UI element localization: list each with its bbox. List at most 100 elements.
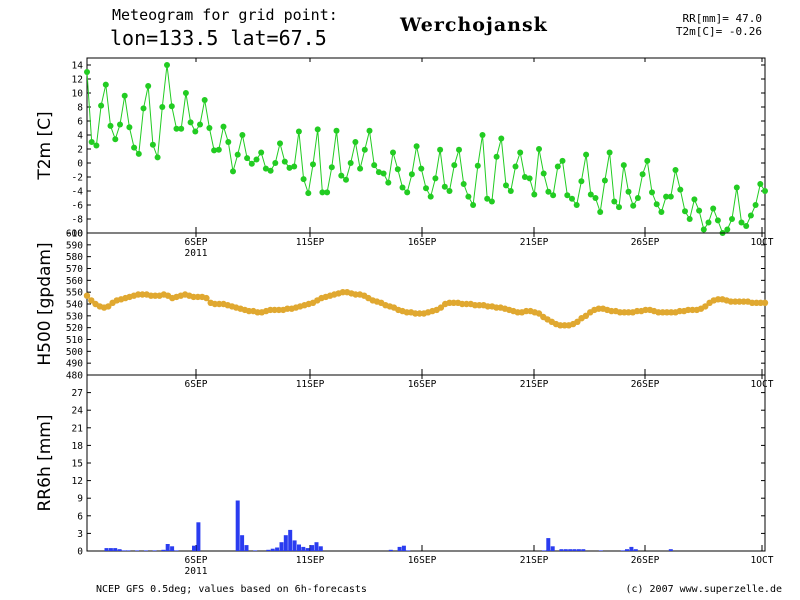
- data-point: [423, 185, 429, 192]
- y-tick-label: 560: [66, 276, 83, 287]
- data-point: [159, 104, 166, 110]
- precip-bar: [170, 546, 175, 551]
- data-point: [456, 146, 462, 153]
- data-point: [616, 204, 622, 211]
- data-point: [531, 191, 538, 198]
- rr-total-stat: RR[mm]= 47.0: [682, 12, 762, 25]
- precip-bar: [297, 544, 301, 551]
- y-tick-label: 12: [72, 75, 83, 86]
- data-point: [215, 146, 222, 153]
- y-tick-label: 510: [66, 335, 83, 346]
- data-point: [121, 92, 128, 99]
- y-tick-label: 580: [66, 252, 83, 263]
- x-tick-label: 26SEP: [631, 237, 660, 248]
- data-point: [691, 196, 698, 203]
- precip-bar: [235, 500, 240, 551]
- data-point: [135, 150, 142, 157]
- precip-bar: [108, 548, 113, 551]
- precip-bar: [113, 548, 118, 551]
- precip-bar: [397, 546, 402, 551]
- data-point: [446, 188, 453, 194]
- data-point: [239, 132, 246, 138]
- precip-bar: [165, 544, 170, 551]
- data-point: [493, 153, 500, 160]
- precip-bar: [388, 549, 393, 551]
- data-point: [333, 127, 340, 134]
- precip-bar: [563, 549, 568, 551]
- precip-bar: [275, 547, 280, 551]
- x-tick-label: 16SEP: [408, 237, 437, 248]
- data-point: [743, 223, 750, 229]
- data-point: [517, 149, 524, 156]
- precip-bar: [292, 540, 297, 551]
- precip-bar: [559, 549, 564, 551]
- data-point: [234, 151, 241, 158]
- x-year-label: 2011: [185, 566, 208, 577]
- precip-bar: [572, 549, 577, 551]
- copyright-note: (c) 2007 www.superzelle.de: [625, 584, 782, 595]
- precip-bar: [104, 548, 109, 551]
- data-point: [357, 165, 364, 172]
- data-point: [460, 181, 467, 187]
- data-point: [324, 189, 331, 196]
- data-point: [244, 155, 251, 162]
- data-point: [714, 217, 721, 224]
- data-point: [295, 128, 302, 135]
- data-point: [630, 202, 637, 209]
- y-tick-label: 3: [77, 529, 83, 540]
- y-tick-label: 18: [72, 441, 84, 452]
- data-point: [343, 176, 349, 183]
- y-tick-label: 14: [72, 61, 84, 72]
- data-point: [305, 190, 312, 197]
- location-name: Werchojansk: [400, 14, 548, 36]
- precip-bar: [581, 549, 586, 551]
- data-point: [729, 216, 735, 222]
- x-tick-label: 1OCT: [751, 379, 774, 390]
- data-point: [258, 149, 265, 156]
- precip-bar: [122, 550, 126, 551]
- series-line: [86, 64, 766, 234]
- x-tick-label: 6SEP: [185, 555, 208, 566]
- data-point: [672, 167, 679, 173]
- y-tick-label: 480: [66, 371, 83, 382]
- data-point: [649, 189, 655, 196]
- data-point: [248, 160, 255, 167]
- data-point: [578, 178, 585, 185]
- data-point: [314, 126, 321, 133]
- precip-bar: [568, 549, 573, 551]
- data-point: [536, 146, 542, 152]
- data-point: [583, 151, 590, 158]
- y-tick-label: 540: [66, 300, 83, 311]
- y-tick-label: 490: [66, 359, 83, 370]
- data-point: [390, 149, 396, 156]
- precip-bar: [546, 538, 551, 551]
- data-point: [512, 163, 519, 170]
- data-point: [582, 312, 590, 319]
- precip-bar: [152, 550, 157, 551]
- data-point: [154, 154, 161, 161]
- data-point: [432, 175, 439, 182]
- x-tick-label: 6SEP: [185, 237, 208, 248]
- x-tick-label: 21SEP: [520, 237, 549, 248]
- data-point: [634, 195, 641, 201]
- y-axis-title: RR6h [mm]: [35, 414, 55, 511]
- data-point: [286, 164, 293, 171]
- data-point: [140, 105, 147, 112]
- data-point: [126, 124, 133, 131]
- data-point: [399, 184, 406, 191]
- data-point: [620, 162, 627, 169]
- data-point: [488, 198, 495, 205]
- data-point: [526, 175, 533, 182]
- data-point: [413, 143, 420, 150]
- x-tick-label: 11SEP: [296, 379, 325, 390]
- x-tick-label: 26SEP: [631, 555, 660, 566]
- data-point: [606, 149, 613, 156]
- y-axis-title: H500 [gpdam]: [35, 242, 55, 365]
- data-point: [601, 177, 608, 184]
- data-point: [677, 186, 684, 193]
- data-point: [197, 121, 203, 128]
- y-tick-label: -6: [72, 201, 84, 212]
- precip-bar: [633, 549, 638, 551]
- data-source-note: NCEP GFS 0.5deg; values based on 6h-fore…: [96, 584, 367, 595]
